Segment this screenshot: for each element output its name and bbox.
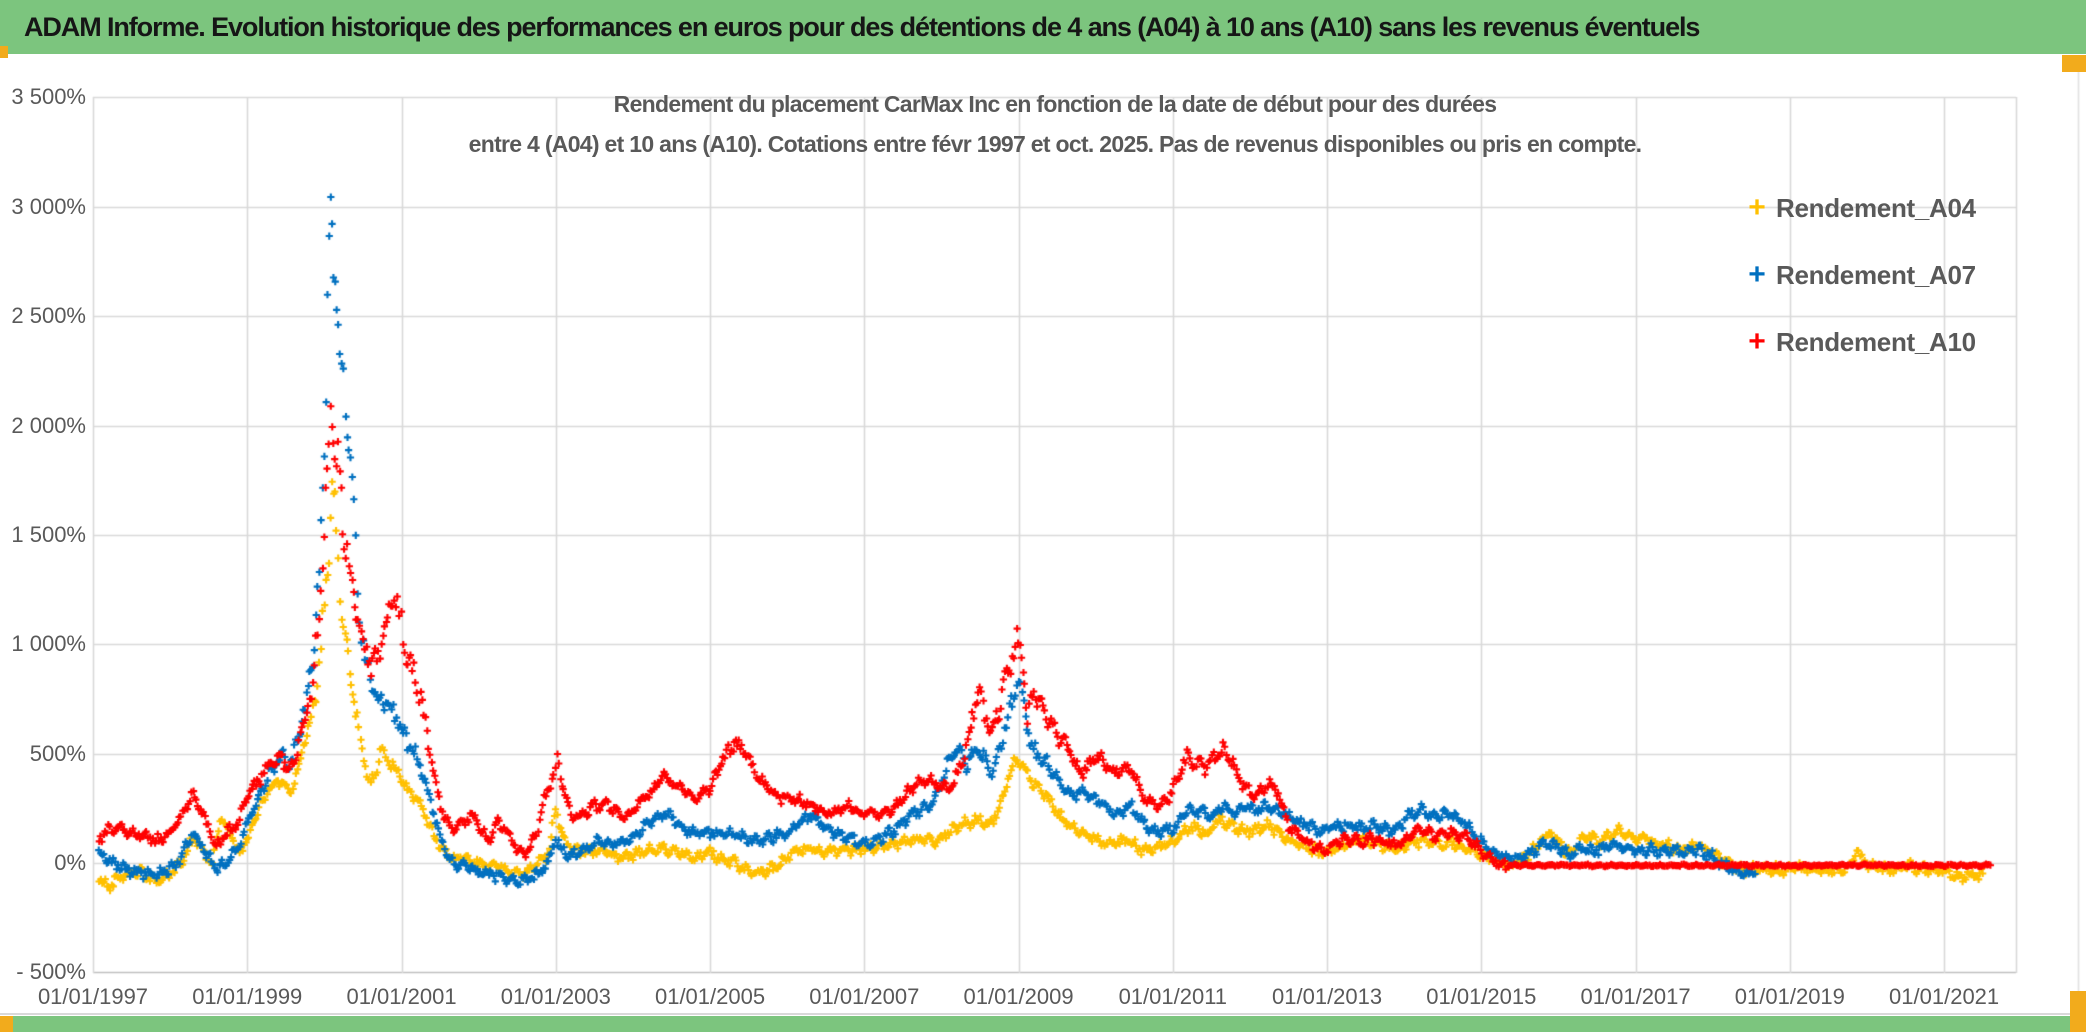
x-axis-tick-label: 01/01/2009 bbox=[963, 984, 1074, 1009]
chart-title: Rendement du placement CarMax Inc en fon… bbox=[400, 84, 1710, 164]
x-axis-tick-label: 01/01/1999 bbox=[192, 984, 303, 1009]
x-axis-tick-label: 01/01/2021 bbox=[1889, 984, 2000, 1009]
legend-item-a10: + Rendement_A10 bbox=[1742, 326, 1976, 358]
x-axis-tick-label: 01/01/1997 bbox=[37, 984, 149, 1009]
y-axis-tick-label: 2 000% bbox=[11, 412, 86, 438]
chart-bottom-border bbox=[0, 1013, 2086, 1015]
x-axis-tick-label: 01/01/2011 bbox=[1118, 984, 1228, 1009]
x-axis-tick-label: 01/01/2015 bbox=[1426, 984, 1537, 1009]
legend-item-a07: + Rendement_A07 bbox=[1742, 259, 1976, 291]
y-axis-tick-label: - 500% bbox=[16, 959, 86, 985]
plus-marker-icon: + bbox=[1748, 258, 1766, 291]
orange-accent-bottom-left bbox=[0, 1016, 13, 1032]
header-banner-title: ADAM Informe. Evolution historique des p… bbox=[24, 11, 1700, 42]
orange-accent-top-right bbox=[2062, 55, 2086, 72]
legend-item-a04: + Rendement_A04 bbox=[1742, 192, 1976, 224]
footer-green-strip bbox=[0, 1016, 2086, 1032]
x-axis-tick-label: 01/01/2001 bbox=[346, 984, 457, 1009]
x-axis-tick-label: 01/01/2019 bbox=[1734, 984, 1845, 1009]
y-axis-tick-label: 3 500% bbox=[11, 84, 86, 110]
x-axis-tick-label: 01/01/2017 bbox=[1580, 984, 1691, 1009]
y-axis-tick-label: 2 500% bbox=[11, 303, 86, 329]
y-axis-tick-label: 1 000% bbox=[11, 631, 86, 657]
x-axis-tick-label: 01/01/2007 bbox=[809, 984, 920, 1009]
plus-marker-icon: + bbox=[1748, 191, 1766, 224]
header-banner: ADAM Informe. Evolution historique des p… bbox=[0, 0, 2086, 54]
legend-label: Rendement_A04 bbox=[1776, 192, 1976, 223]
legend-label: Rendement_A07 bbox=[1776, 259, 1976, 290]
legend-label: Rendement_A10 bbox=[1776, 326, 1976, 357]
y-axis-tick-label: 3 000% bbox=[11, 193, 86, 219]
chart-legend: + Rendement_A04 + Rendement_A07 + Rendem… bbox=[1742, 192, 1976, 393]
orange-accent-top-left bbox=[0, 46, 8, 58]
y-axis-tick-label: 1 500% bbox=[11, 521, 86, 547]
x-axis-tick-label: 01/01/2005 bbox=[654, 984, 766, 1009]
x-axis-tick-label: 01/01/2003 bbox=[500, 984, 611, 1009]
chart-title-line2: entre 4 (A04) et 10 ans (A10). Cotations… bbox=[468, 131, 1642, 157]
orange-accent-bottom-right bbox=[2070, 991, 2086, 1032]
plus-marker-icon: + bbox=[1748, 325, 1766, 358]
y-axis-tick-label: 500% bbox=[29, 740, 86, 766]
chart-title-line1: Rendement du placement CarMax Inc en fon… bbox=[613, 91, 1497, 117]
y-axis-tick-label: 0% bbox=[54, 850, 86, 875]
x-axis-tick-label: 01/01/2013 bbox=[1272, 984, 1383, 1009]
